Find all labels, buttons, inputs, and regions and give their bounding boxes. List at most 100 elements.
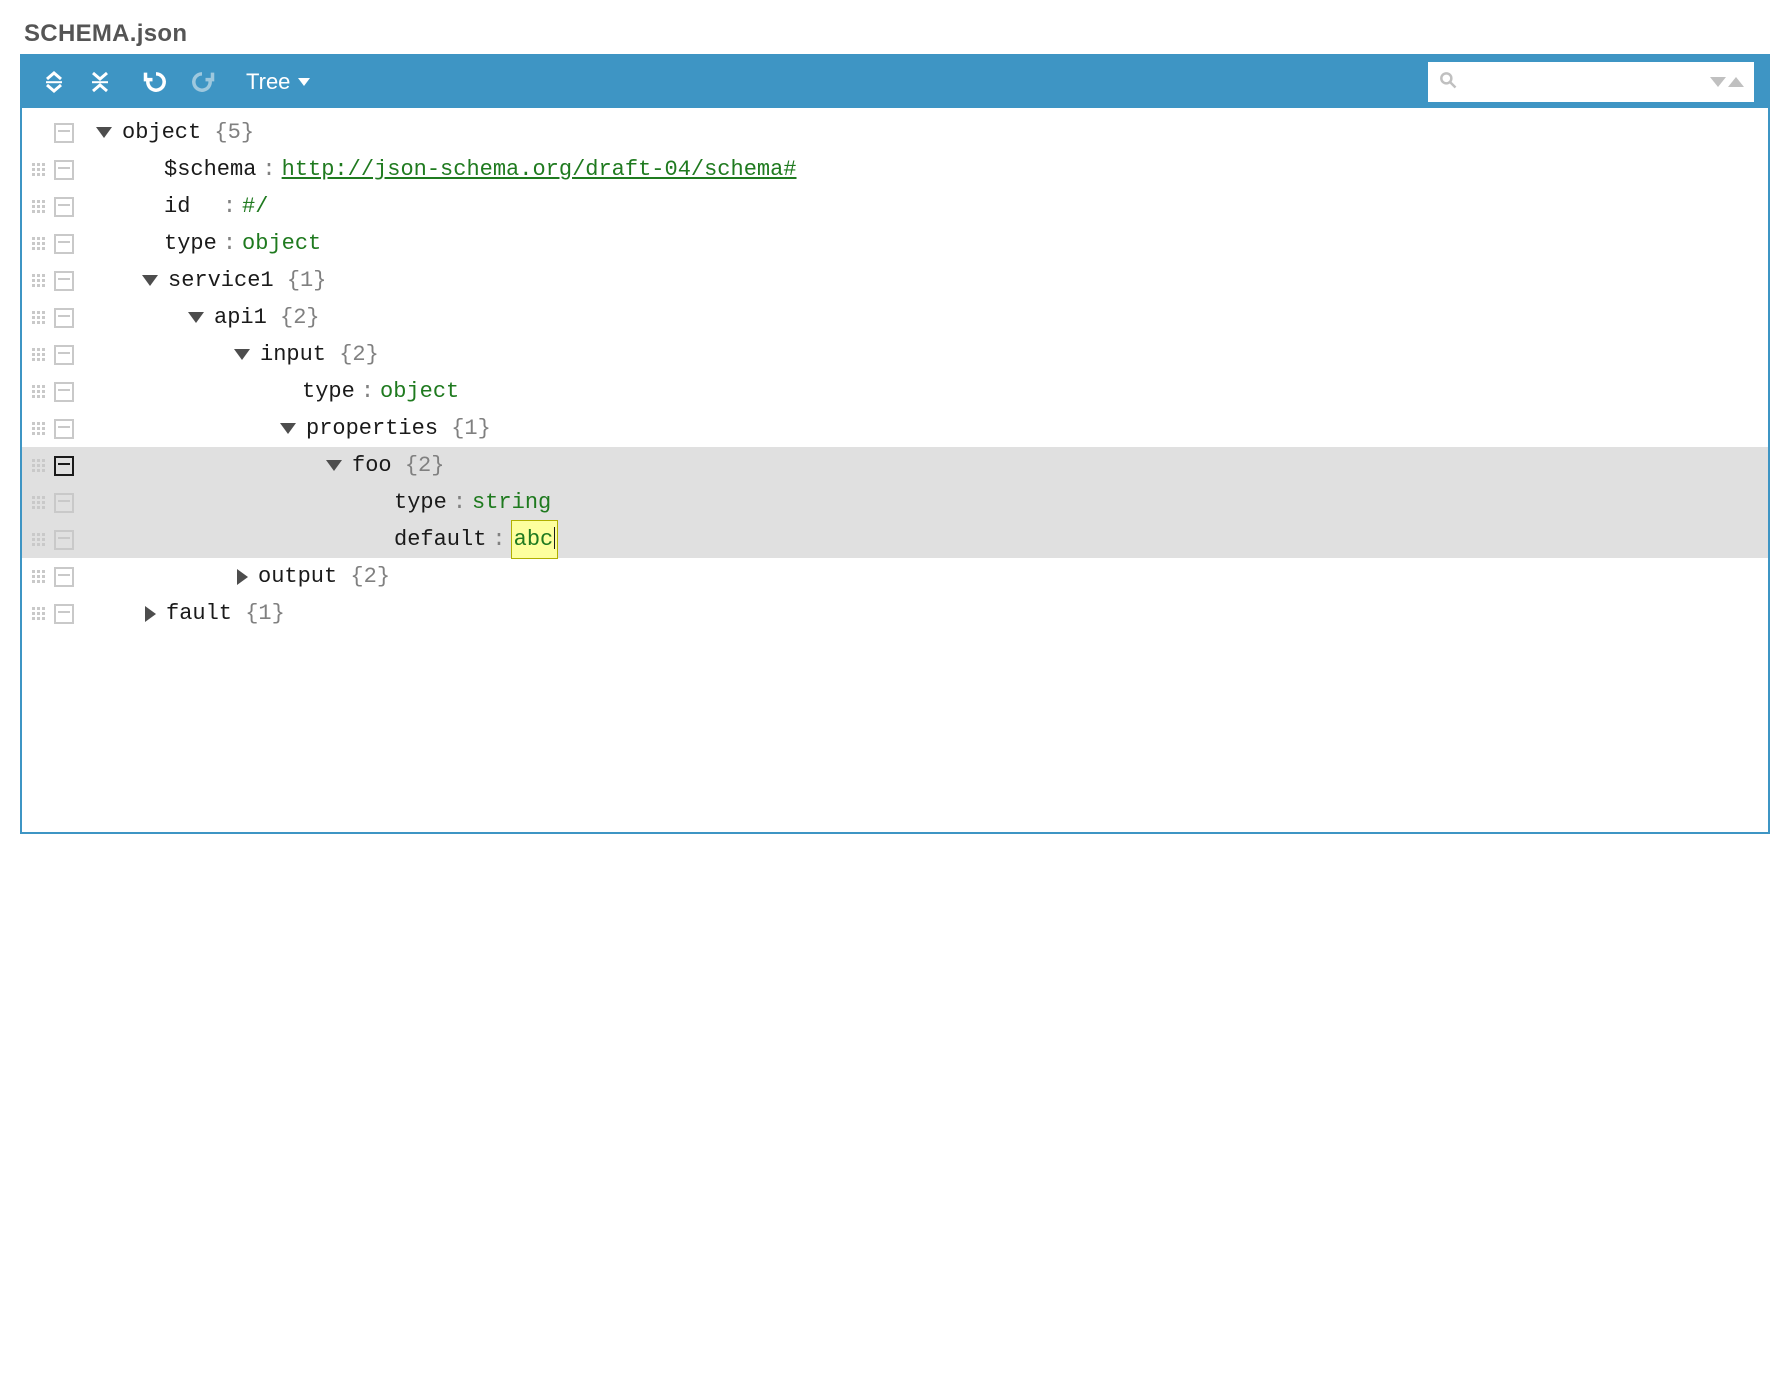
- drag-handle-icon[interactable]: [30, 383, 48, 401]
- tree-row[interactable]: service1 {1}: [22, 262, 1768, 299]
- tree-key[interactable]: id: [164, 188, 190, 225]
- tree-key[interactable]: $schema: [164, 151, 256, 188]
- expand-all-button[interactable]: [36, 64, 72, 100]
- drag-handle-icon[interactable]: [30, 494, 48, 512]
- expander-toggle[interactable]: [280, 423, 296, 434]
- tree-key: object: [122, 114, 201, 151]
- tree-count: {2}: [405, 447, 445, 484]
- tree-count: {1}: [245, 595, 285, 632]
- context-menu-button[interactable]: [54, 234, 74, 254]
- tree-row[interactable]: input {2}: [22, 336, 1768, 373]
- tree-row[interactable]: api1 {2}: [22, 299, 1768, 336]
- context-menu-button[interactable]: [54, 419, 74, 439]
- expander-toggle[interactable]: [145, 606, 156, 622]
- tree-row[interactable]: fault {1}: [22, 595, 1768, 632]
- tree-count: {2}: [339, 336, 379, 373]
- toolbar: Tree: [22, 56, 1768, 108]
- context-menu-button[interactable]: [54, 567, 74, 587]
- tree-count: {1}: [287, 262, 327, 299]
- tree-row[interactable]: type : string: [22, 484, 1768, 521]
- drag-handle-icon[interactable]: [30, 272, 48, 290]
- undo-button[interactable]: [138, 64, 174, 100]
- chevron-down-icon: [298, 78, 310, 86]
- tree-value[interactable]: object: [380, 373, 459, 410]
- expander-toggle[interactable]: [96, 127, 112, 138]
- tree-count: {2}: [280, 299, 320, 336]
- separator-colon: :: [223, 225, 236, 262]
- drag-handle-icon[interactable]: [30, 346, 48, 364]
- tree-key[interactable]: api1: [214, 299, 267, 336]
- tree-row[interactable]: id : #/: [22, 188, 1768, 225]
- tree-key[interactable]: input: [260, 336, 326, 373]
- expander-toggle[interactable]: [237, 569, 248, 585]
- tree-value[interactable]: object: [242, 225, 321, 262]
- tree-row[interactable]: output {2}: [22, 558, 1768, 595]
- expander-toggle[interactable]: [234, 349, 250, 360]
- tree-value[interactable]: #/: [242, 188, 268, 225]
- tree-key[interactable]: type: [394, 484, 447, 521]
- drag-handle-icon[interactable]: [30, 531, 48, 549]
- tree-row[interactable]: type : object: [22, 225, 1768, 262]
- text-caret: [554, 527, 555, 549]
- tree-row[interactable]: $schema : http://json-schema.org/draft-0…: [22, 151, 1768, 188]
- drag-handle-icon[interactable]: [30, 420, 48, 438]
- separator-colon: :: [223, 188, 236, 225]
- drag-handle-icon[interactable]: [30, 457, 48, 475]
- context-menu-button[interactable]: [54, 308, 74, 328]
- search-input[interactable]: [1466, 71, 1702, 94]
- tree-key[interactable]: fault: [166, 595, 232, 632]
- tree-key[interactable]: properties: [306, 410, 438, 447]
- view-mode-label: Tree: [246, 69, 290, 95]
- tree-row-editing[interactable]: default : abc: [22, 521, 1768, 558]
- search-box[interactable]: [1428, 62, 1754, 102]
- tree-count: {5}: [214, 114, 254, 151]
- separator-colon: :: [492, 521, 505, 558]
- tree-key[interactable]: foo: [352, 447, 392, 484]
- drag-handle-icon[interactable]: [30, 161, 48, 179]
- tree-row-root[interactable]: object {5}: [22, 114, 1768, 151]
- context-menu-button[interactable]: [54, 345, 74, 365]
- json-tree[interactable]: object {5} $schema : http://json-schema.…: [22, 108, 1768, 832]
- drag-handle-icon[interactable]: [30, 235, 48, 253]
- view-mode-dropdown[interactable]: Tree: [246, 69, 310, 95]
- context-menu-button[interactable]: [54, 160, 74, 180]
- drag-handle-icon[interactable]: [30, 568, 48, 586]
- tree-key[interactable]: output: [258, 558, 337, 595]
- context-menu-button[interactable]: [54, 271, 74, 291]
- tree-value-link[interactable]: http://json-schema.org/draft-04/schema#: [282, 151, 797, 188]
- context-menu-button[interactable]: [54, 456, 74, 476]
- drag-handle-icon[interactable]: [30, 605, 48, 623]
- expander-toggle[interactable]: [142, 275, 158, 286]
- expander-toggle[interactable]: [188, 312, 204, 323]
- collapse-all-button[interactable]: [82, 64, 118, 100]
- tree-row[interactable]: type : object: [22, 373, 1768, 410]
- expander-toggle[interactable]: [326, 460, 342, 471]
- tree-value-editing[interactable]: abc: [512, 521, 558, 558]
- drag-handle-icon[interactable]: [30, 198, 48, 216]
- editor-panel: Tree objec: [20, 54, 1770, 834]
- tree-key[interactable]: type: [302, 373, 355, 410]
- tree-row-selected[interactable]: foo {2}: [22, 447, 1768, 484]
- context-menu-button[interactable]: [54, 530, 74, 550]
- drag-handle-icon[interactable]: [30, 309, 48, 327]
- separator-colon: :: [361, 373, 374, 410]
- context-menu-button[interactable]: [54, 382, 74, 402]
- redo-button: [184, 64, 220, 100]
- search-nav-buttons[interactable]: [1710, 77, 1744, 87]
- tree-value[interactable]: string: [472, 484, 551, 521]
- tree-key[interactable]: default: [394, 521, 486, 558]
- file-title: SCHEMA.json: [24, 20, 1770, 48]
- triangle-down-icon: [1710, 77, 1726, 87]
- context-menu-button[interactable]: [54, 604, 74, 624]
- tree-key[interactable]: type: [164, 225, 217, 262]
- tree-row[interactable]: properties {1}: [22, 410, 1768, 447]
- context-menu-button[interactable]: [54, 197, 74, 217]
- separator-colon: :: [262, 151, 275, 188]
- separator-colon: :: [453, 484, 466, 521]
- triangle-up-icon: [1728, 77, 1744, 87]
- context-menu-button[interactable]: [54, 493, 74, 513]
- search-icon: [1438, 70, 1458, 95]
- context-menu-button[interactable]: [54, 123, 74, 143]
- tree-count: {1}: [451, 410, 491, 447]
- tree-key[interactable]: service1: [168, 262, 274, 299]
